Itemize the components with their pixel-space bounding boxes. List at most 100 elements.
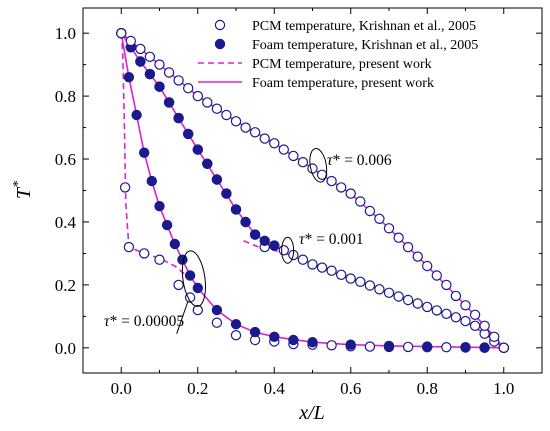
foam-krishnan-point [269, 331, 280, 342]
foam-krishnan-point [230, 204, 242, 215]
pcm-krishnan-point [431, 305, 442, 316]
pcm-krishnan-point [297, 156, 309, 168]
pcm-krishnan-point [374, 213, 385, 224]
annotation-leader [176, 300, 189, 334]
pcm-krishnan-point [202, 97, 213, 108]
pcm-krishnan-point [278, 144, 289, 155]
foam-krishnan-point [479, 342, 490, 353]
pcm-krishnan-point [412, 298, 423, 309]
foam-krishnan-point [202, 158, 213, 169]
pcm-krishnan-point [450, 312, 462, 323]
pcm-krishnan-point [364, 341, 376, 352]
foam-krishnan-point [240, 216, 251, 228]
foam-krishnan-point [383, 340, 395, 352]
foam-krishnan-point [230, 319, 242, 330]
pcm-krishnan-point [288, 150, 299, 162]
foam-krishnan-point [163, 97, 175, 108]
pcm-krishnan-point [163, 67, 175, 78]
foam-krishnan-point [192, 144, 203, 155]
pcm-krishnan-point [326, 265, 337, 276]
y-tick-label: 0.8 [55, 87, 76, 106]
pcm-krishnan-point [393, 232, 404, 243]
pcm-krishnan-point [240, 122, 251, 133]
x-tick-label: 0.4 [264, 379, 286, 398]
foam-krishnan-point [146, 175, 157, 187]
pcm-krishnan-point [297, 254, 309, 265]
foam-krishnan-point [138, 147, 150, 158]
pcm-krishnan-point [144, 51, 156, 63]
pcm-krishnan-point [460, 300, 471, 311]
legend-marker [214, 19, 226, 31]
pcm-krishnan-point [154, 59, 165, 70]
foam-krishnan-point [192, 282, 203, 294]
foam-krishnan-point [154, 81, 165, 92]
x-tick-label: 1.0 [493, 379, 514, 398]
foam-krishnan-point [460, 342, 471, 353]
legend-label: PCM temperature, present work [252, 57, 432, 72]
pcm-krishnan-point [479, 320, 490, 331]
pcm-krishnan-point [154, 254, 165, 265]
pcm-krishnan-point [316, 262, 328, 273]
series-markers [116, 28, 509, 353]
pcm-krishnan-point [259, 133, 270, 144]
y-tick-label: 0.2 [55, 276, 76, 295]
pcm-krishnan-point [192, 304, 203, 316]
pcm-krishnan-point [221, 109, 232, 121]
foam-krishnan-point [345, 339, 356, 350]
foam-krishnan-point [123, 71, 135, 83]
pcm-krishnan-point [441, 342, 452, 353]
pcm-krishnan-point [469, 320, 481, 331]
foam-krishnan-point [173, 112, 184, 124]
pcm-krishnan-point [269, 138, 280, 149]
pcm-krishnan-point [307, 163, 318, 174]
pcm-krishnan-point [211, 317, 223, 328]
foam-krishnan-point [161, 219, 173, 231]
pcm-krishnan-point [184, 292, 196, 303]
annotations: τ* = 0.006 τ* = 0.001 τ* = 0.00005 [104, 148, 392, 334]
axes: 0.0 0.2 0.4 0.6 0.8 1.0 0.0 0.2 0.4 0.6 0.8 1.0 [55, 8, 542, 398]
plot-frame [82, 7, 543, 374]
y-tick-label: 1.0 [55, 24, 76, 43]
y-axis-label: T* [11, 181, 35, 199]
pcm-krishnan-point [355, 276, 366, 287]
annotation-label: τ* = 0.00005 [104, 313, 184, 330]
pcm-krishnan-point [211, 103, 223, 114]
annotation-ellipse [309, 148, 328, 183]
foam-krishnan-point [307, 337, 318, 348]
pcm-krishnan-point [450, 290, 462, 302]
foam-krishnan-point [269, 240, 280, 251]
pcm-krishnan-point [345, 188, 356, 199]
pcm-krishnan-point [364, 280, 376, 291]
pcm-krishnan-point [441, 308, 452, 319]
foam-krishnan-point [135, 56, 146, 67]
x-axis-label: x/L [298, 402, 325, 424]
pcm-krishnan-point [374, 284, 385, 295]
legend-label: Foam temperature, present work [252, 76, 434, 91]
pcm-krishnan-point [422, 301, 433, 313]
pcm-krishnan-point [192, 90, 203, 102]
pcm-krishnan-point [307, 259, 318, 270]
pcm-krishnan-point [393, 291, 404, 302]
pcm-krishnan-point [431, 270, 442, 281]
foam-krishnan-point [154, 200, 165, 212]
pcm-krishnan-point [123, 241, 135, 253]
pcm-krishnan-point [138, 248, 150, 259]
y-tick-label: 0.0 [55, 339, 76, 358]
pcm-krishnan-point [383, 223, 395, 234]
pcm-krishnan-point [498, 342, 509, 353]
pcm-krishnan-point [230, 116, 242, 127]
foam-krishnan-point [221, 188, 232, 199]
pcm-krishnan-point [278, 245, 289, 256]
x-tick-label: 0.8 [417, 379, 438, 398]
pcm-krishnan-point [402, 294, 414, 306]
pcm-krishnan-point [402, 241, 414, 253]
pcm-krishnan-point [230, 330, 242, 341]
pcm-krishnan-point [182, 82, 194, 94]
pcm-krishnan-point [460, 315, 471, 327]
pcm-krishnan-point [489, 331, 500, 342]
y-tick-label: 0.6 [55, 150, 76, 169]
annotation-label: τ* = 0.001 [299, 231, 364, 248]
foam-krishnan-point [259, 235, 270, 246]
foam-krishnan-point [144, 68, 156, 80]
foam-krishnan-point [249, 326, 261, 338]
